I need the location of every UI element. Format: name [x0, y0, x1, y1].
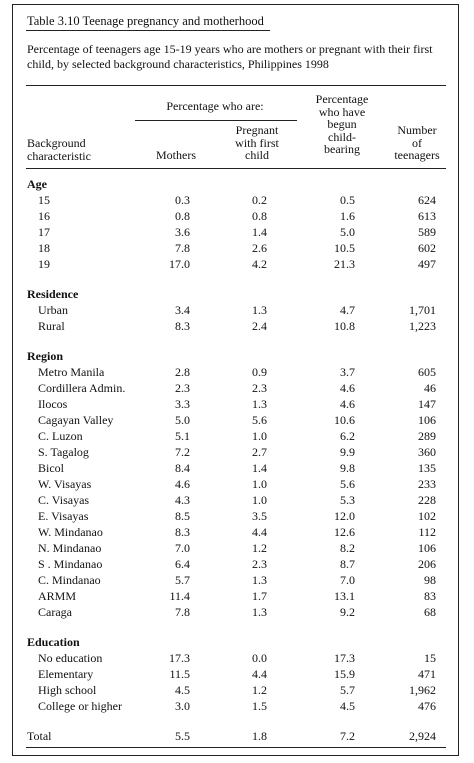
header-number-teenagers: Number of teenagers [394, 123, 440, 162]
table-title: Table 3.10 Teenage pregnancy and motherh… [27, 14, 264, 28]
section-heading-region: Region [27, 349, 63, 363]
table-subtitle: Percentage of teenagers age 15-19 years … [27, 42, 433, 71]
header-group-label: Percentage who are: [166, 99, 264, 113]
header-mothers: Mothers [156, 148, 196, 162]
section-heading-residence: Residence [27, 287, 79, 301]
section-heading-age: Age [27, 177, 47, 191]
section-heading-education: Education [27, 635, 80, 649]
header-pregnant: Pregnant with first child [235, 123, 279, 162]
title-underline [26, 30, 270, 31]
header-top-rule [26, 85, 446, 86]
header-bottom-rule [26, 168, 446, 169]
header-group-rule [135, 120, 297, 121]
table-bottom-rule [26, 747, 446, 748]
header-background: Background characteristic [27, 136, 91, 163]
table-frame [12, 4, 459, 756]
header-begun-childbearing: Percentage who have begun child- bearing [315, 92, 369, 156]
